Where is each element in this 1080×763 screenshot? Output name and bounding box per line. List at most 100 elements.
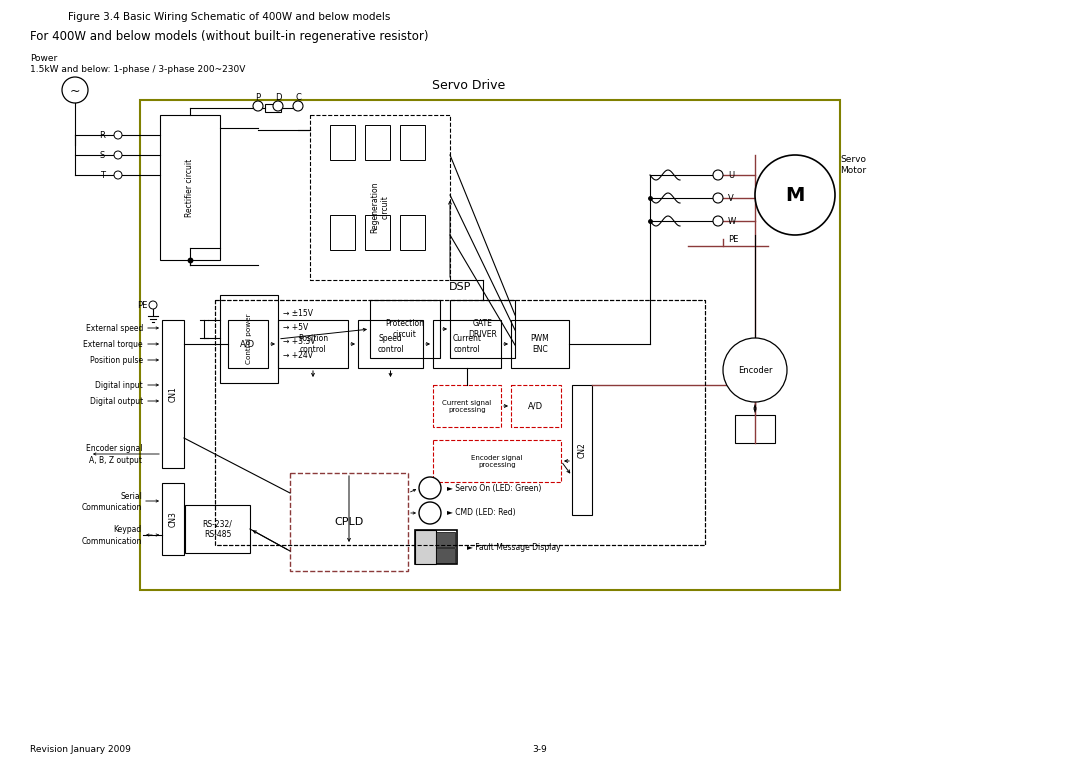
Text: M: M — [785, 185, 805, 204]
Circle shape — [253, 101, 264, 111]
Text: DSP: DSP — [449, 282, 471, 292]
Text: Regeneration
circuit: Regeneration circuit — [370, 182, 390, 233]
Text: Keypad: Keypad — [113, 526, 141, 535]
Text: A/D: A/D — [528, 401, 543, 410]
Text: Digital output: Digital output — [90, 397, 143, 405]
Text: ► Fault Message Display: ► Fault Message Display — [467, 542, 561, 552]
Circle shape — [755, 155, 835, 235]
Text: W: W — [728, 217, 737, 226]
Circle shape — [713, 193, 723, 203]
Bar — [330, 215, 355, 250]
Circle shape — [723, 338, 787, 402]
Bar — [140, 100, 840, 590]
Bar — [436, 532, 455, 547]
Text: Position pulse: Position pulse — [90, 356, 143, 365]
Text: GATE
DRIVER: GATE DRIVER — [468, 319, 497, 339]
Bar — [415, 530, 436, 564]
Circle shape — [114, 171, 122, 179]
Text: Encoder: Encoder — [738, 365, 772, 375]
Text: RS-232/
RS-485: RS-232/ RS-485 — [203, 520, 232, 539]
Bar — [220, 295, 278, 383]
Text: PE: PE — [728, 234, 739, 243]
Text: Current signal
processing: Current signal processing — [443, 400, 491, 413]
Text: C: C — [295, 92, 301, 101]
Text: P: P — [256, 92, 260, 101]
Text: CN2: CN2 — [578, 442, 586, 458]
Bar — [278, 320, 348, 368]
Bar — [400, 125, 426, 160]
Text: 3-9: 3-9 — [532, 745, 548, 755]
Text: Protection
circuit: Protection circuit — [386, 319, 424, 339]
Text: PE: PE — [137, 301, 148, 310]
Circle shape — [114, 131, 122, 139]
Text: D: D — [274, 92, 281, 101]
Text: → ±15V: → ±15V — [283, 308, 313, 317]
Circle shape — [419, 502, 441, 524]
Text: U: U — [728, 170, 734, 179]
Bar — [291, 473, 408, 571]
Text: Speed
control: Speed control — [377, 334, 404, 354]
Bar — [215, 300, 705, 545]
Bar — [433, 385, 501, 427]
Text: Digital input: Digital input — [95, 381, 143, 389]
Bar — [370, 300, 440, 358]
Text: Serial: Serial — [120, 491, 141, 501]
Text: Encoder signal: Encoder signal — [85, 443, 141, 452]
Circle shape — [419, 477, 441, 499]
Text: ► Servo On (LED: Green): ► Servo On (LED: Green) — [447, 484, 541, 492]
Bar — [160, 115, 220, 260]
Text: Rectifier circuit: Rectifier circuit — [186, 159, 194, 217]
Text: Position
control: Position control — [298, 334, 328, 354]
Circle shape — [149, 301, 157, 309]
Text: S: S — [99, 150, 105, 159]
Bar — [433, 320, 501, 368]
Bar — [572, 385, 592, 515]
Bar — [433, 440, 561, 482]
Bar — [162, 320, 184, 468]
Bar — [365, 125, 390, 160]
Bar — [162, 483, 184, 555]
Text: PWM
ENC: PWM ENC — [530, 334, 550, 354]
Text: Servo
Motor: Servo Motor — [840, 156, 866, 175]
Circle shape — [273, 101, 283, 111]
Bar — [330, 125, 355, 160]
Text: Revision January 2009: Revision January 2009 — [30, 745, 131, 755]
Bar — [436, 548, 455, 563]
Bar — [511, 385, 561, 427]
Bar — [450, 300, 515, 358]
Text: ~: ~ — [70, 85, 80, 98]
Text: → +5V: → +5V — [283, 323, 308, 331]
Bar — [735, 415, 775, 443]
Text: Figure 3.4 Basic Wiring Schematic of 400W and below models: Figure 3.4 Basic Wiring Schematic of 400… — [68, 12, 390, 22]
Text: CPLD: CPLD — [335, 517, 364, 527]
Text: → +24V: → +24V — [283, 350, 313, 359]
Text: External torque: External torque — [83, 340, 143, 349]
Bar — [415, 530, 457, 564]
Text: R: R — [99, 130, 105, 140]
Text: For 400W and below models (without built-in regenerative resistor): For 400W and below models (without built… — [30, 30, 429, 43]
Text: CN1: CN1 — [168, 386, 177, 402]
Text: ► CMD (LED: Red): ► CMD (LED: Red) — [447, 508, 515, 517]
Bar — [228, 320, 268, 368]
Bar — [185, 505, 249, 553]
Text: T: T — [100, 170, 105, 179]
Bar — [400, 215, 426, 250]
Circle shape — [62, 77, 87, 103]
Bar — [310, 115, 450, 280]
Text: A, B, Z output: A, B, Z output — [89, 456, 141, 465]
Bar — [357, 320, 423, 368]
Text: A/D: A/D — [241, 340, 256, 349]
Text: 1.5kW and below: 1-phase / 3-phase 200~230V: 1.5kW and below: 1-phase / 3-phase 200~2… — [30, 65, 245, 74]
Text: External speed: External speed — [85, 324, 143, 333]
Bar — [265, 104, 281, 112]
Text: CN3: CN3 — [168, 511, 177, 527]
Text: Servo Drive: Servo Drive — [432, 79, 505, 92]
Text: V: V — [728, 194, 733, 202]
Circle shape — [114, 151, 122, 159]
Text: → +3.3V: → +3.3V — [283, 336, 315, 346]
Text: Control power: Control power — [246, 314, 252, 364]
Circle shape — [713, 216, 723, 226]
Text: Encoder signal
processing: Encoder signal processing — [471, 455, 523, 468]
Text: Communication: Communication — [82, 536, 141, 546]
Bar — [511, 320, 569, 368]
